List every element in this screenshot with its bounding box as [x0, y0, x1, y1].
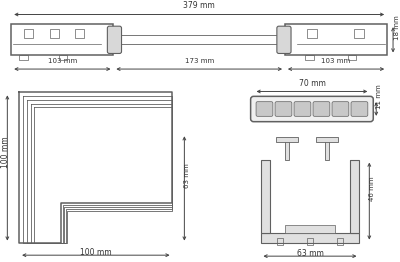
Bar [337, 238, 343, 245]
Bar [350, 160, 360, 233]
Bar [354, 29, 364, 38]
Bar [114, 35, 285, 45]
FancyBboxPatch shape [313, 102, 330, 116]
Bar [307, 238, 313, 245]
Text: 63 mm: 63 mm [184, 164, 190, 188]
Bar [348, 56, 356, 60]
Text: 100 mm: 100 mm [1, 136, 10, 168]
Text: 100 mm: 100 mm [80, 248, 112, 257]
Bar [306, 56, 314, 60]
FancyBboxPatch shape [277, 26, 291, 53]
Text: 63 mm: 63 mm [296, 249, 324, 258]
Bar [75, 29, 84, 38]
Bar [325, 140, 329, 160]
Bar [50, 29, 59, 38]
Bar [11, 24, 114, 56]
Text: 46 mm: 46 mm [369, 177, 375, 201]
Bar [285, 225, 335, 233]
Text: 173 mm: 173 mm [184, 58, 214, 64]
FancyBboxPatch shape [275, 102, 292, 116]
Bar [59, 56, 68, 60]
FancyBboxPatch shape [107, 26, 122, 53]
Text: 379 mm: 379 mm [183, 1, 215, 10]
Text: 70 mm: 70 mm [298, 79, 325, 88]
Bar [277, 238, 283, 245]
Bar [276, 137, 298, 142]
Text: 18 mm: 18 mm [394, 15, 400, 40]
Bar [308, 29, 317, 38]
Bar [316, 137, 338, 142]
Bar [285, 24, 387, 56]
Bar [24, 29, 33, 38]
Bar [260, 233, 360, 243]
Text: 103 mm: 103 mm [48, 58, 77, 64]
Bar [285, 140, 289, 160]
Text: 103 mm: 103 mm [322, 58, 351, 64]
FancyBboxPatch shape [251, 96, 373, 122]
FancyBboxPatch shape [332, 102, 349, 116]
FancyBboxPatch shape [351, 102, 368, 116]
FancyBboxPatch shape [256, 102, 273, 116]
Bar [260, 160, 270, 233]
FancyBboxPatch shape [294, 102, 311, 116]
Bar [20, 56, 28, 60]
Text: 11 mm: 11 mm [376, 84, 382, 109]
